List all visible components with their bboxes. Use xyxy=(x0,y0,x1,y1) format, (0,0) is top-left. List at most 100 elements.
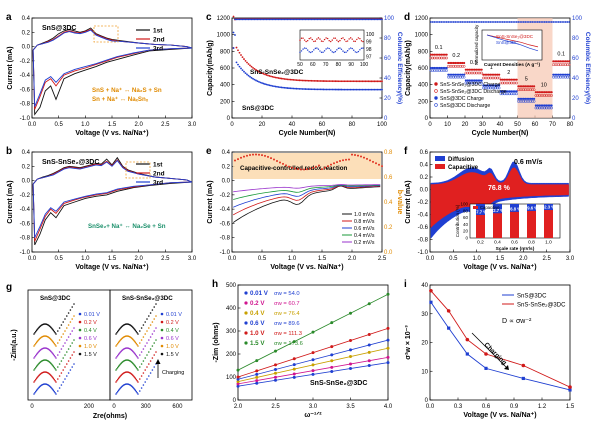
inset-point xyxy=(319,38,321,40)
data-point xyxy=(457,64,461,68)
data-point xyxy=(244,18,247,21)
b-value-point xyxy=(234,159,236,162)
data-point xyxy=(511,92,515,96)
nyquist-point xyxy=(34,366,37,369)
data-point xyxy=(345,88,347,91)
inset-line xyxy=(486,34,539,52)
data-point xyxy=(297,18,299,21)
y-axis-label: σ²w × 10⁻³ xyxy=(405,325,412,360)
data-point xyxy=(342,18,344,21)
data-point xyxy=(459,75,462,79)
b-value-point xyxy=(309,167,311,170)
data-point xyxy=(552,60,555,63)
nyquist-point xyxy=(155,327,157,329)
inset-point xyxy=(342,37,344,39)
ce-point xyxy=(468,21,471,23)
data-point xyxy=(529,88,532,92)
data-point xyxy=(499,90,502,93)
data-point xyxy=(436,56,440,60)
data-point xyxy=(455,64,459,68)
data-point xyxy=(445,53,448,56)
nyquist-point xyxy=(136,331,138,334)
data-point xyxy=(274,378,277,382)
data-point xyxy=(521,376,525,381)
data-point xyxy=(557,73,560,76)
data-point xyxy=(333,80,335,83)
data-point xyxy=(346,18,349,21)
data-point xyxy=(235,61,238,64)
data-point xyxy=(470,68,473,71)
y-tick-label: 0 xyxy=(425,116,429,122)
nyquist-point xyxy=(60,348,63,350)
data-point xyxy=(527,99,531,103)
data-point xyxy=(327,18,329,21)
data-point xyxy=(236,368,240,372)
y-tick-label: -0.4 xyxy=(418,213,429,219)
data-point xyxy=(489,76,492,80)
legend-marker xyxy=(434,103,438,107)
nyquist-point xyxy=(33,369,35,371)
data-point xyxy=(508,78,511,81)
inset-point xyxy=(342,50,344,52)
data-point xyxy=(513,90,516,93)
nyquist-point xyxy=(50,327,53,329)
data-point xyxy=(291,18,293,21)
data-point xyxy=(482,86,485,90)
nyquist-point xyxy=(148,375,150,377)
data-point xyxy=(282,18,284,21)
data-point xyxy=(300,88,302,90)
nyquist-point xyxy=(57,354,59,356)
data-point xyxy=(315,88,317,91)
data-point xyxy=(461,64,464,68)
legend-label: 0.01 V xyxy=(250,290,269,297)
data-point xyxy=(259,81,262,84)
b-value-point xyxy=(261,154,263,157)
data-point xyxy=(447,73,450,76)
data-point xyxy=(468,81,471,85)
nyquist-point xyxy=(36,376,39,378)
y-tick-label: 20 xyxy=(421,341,428,347)
data-point xyxy=(466,68,469,71)
data-point xyxy=(538,94,541,97)
data-point xyxy=(286,78,289,81)
data-point xyxy=(236,375,240,379)
nyquist-point xyxy=(57,366,59,368)
ce-point xyxy=(449,21,452,23)
data-point xyxy=(280,18,283,21)
data-point xyxy=(463,73,466,76)
data-point xyxy=(301,18,304,21)
data-point xyxy=(349,80,352,83)
nyquist-point xyxy=(64,378,66,380)
nyquist-point xyxy=(135,342,138,345)
data-point xyxy=(249,64,251,67)
nyquist-point xyxy=(133,328,136,330)
legend-label: 1.0 V xyxy=(166,344,179,350)
data-point xyxy=(360,18,362,21)
data-point xyxy=(462,64,466,68)
data-point xyxy=(452,75,455,79)
ce-point xyxy=(489,21,492,23)
data-point xyxy=(292,363,296,367)
data-point xyxy=(513,78,516,81)
y2-tick-label: 100 xyxy=(384,16,395,22)
y-tick-label: 400 xyxy=(418,83,429,89)
b-value-point xyxy=(321,168,323,171)
x-tick-label: 30 xyxy=(479,122,486,128)
ce-point xyxy=(452,21,455,23)
inset-point xyxy=(308,51,310,53)
nyquist-point xyxy=(146,366,148,368)
legend-label: 1st xyxy=(153,28,163,35)
panel-label: e xyxy=(206,146,212,157)
data-point xyxy=(378,18,380,21)
data-point xyxy=(372,80,374,83)
nyquist-point xyxy=(117,365,120,368)
inset-y-label: 97 xyxy=(366,54,372,60)
data-point xyxy=(267,74,269,77)
ce-point xyxy=(559,21,562,23)
legend-label: Diffusion xyxy=(448,157,474,163)
data-point xyxy=(327,88,329,91)
data-point xyxy=(292,18,295,21)
x-axis-label: Cycle Number(N) xyxy=(279,130,336,137)
b-value-point xyxy=(330,163,332,166)
